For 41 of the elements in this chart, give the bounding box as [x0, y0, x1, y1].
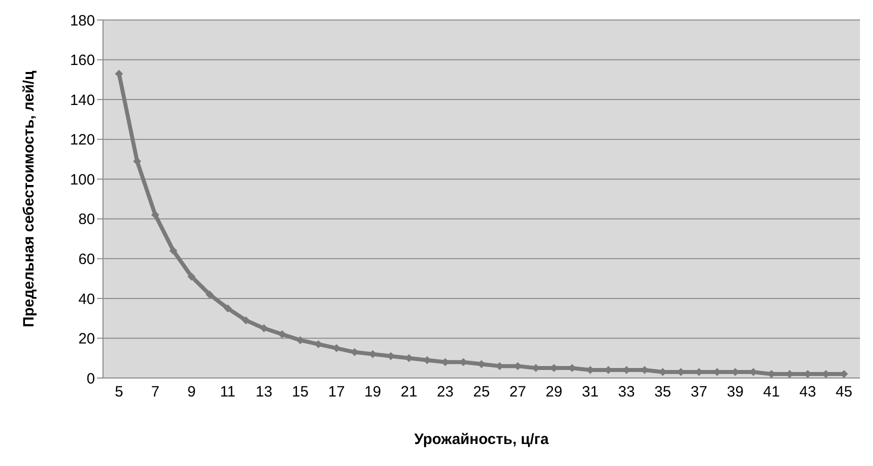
x-tick-label: 9: [187, 384, 196, 401]
y-tick-label: 160: [70, 52, 95, 70]
x-tick-label: 41: [763, 384, 780, 401]
x-tick-label: 17: [328, 384, 345, 401]
x-tick-label: 7: [151, 384, 160, 401]
x-tick-label: 5: [114, 384, 124, 401]
point: [206, 290, 214, 298]
x-tick-label: 13: [256, 384, 272, 401]
x-tick-label: 15: [292, 384, 309, 401]
point: [242, 316, 250, 324]
y-tick-label: 40: [78, 290, 95, 308]
x-tick-label: 21: [400, 384, 418, 401]
x-tick-label: 27: [509, 384, 526, 401]
y-tick-label: 20: [78, 330, 95, 348]
x-tick-label: 11: [220, 384, 236, 401]
y-tick-label: 140: [70, 92, 95, 109]
point: [224, 304, 232, 312]
x-tick-label: 35: [654, 384, 672, 401]
x-tick-label: 43: [799, 384, 816, 401]
x-tick-label: 37: [690, 384, 708, 401]
y-tick-label: 80: [78, 211, 95, 228]
point: [169, 246, 178, 255]
y-tick-label: 0: [86, 370, 95, 388]
y-tick-label: 60: [78, 250, 95, 268]
point: [188, 272, 196, 281]
x-axis-title: Урожайность, ц/га: [414, 431, 550, 448]
x-tick-label: 31: [582, 384, 599, 401]
x-tick-label: 45: [836, 384, 852, 401]
y-tick-label: 100: [70, 171, 95, 188]
x-tick-label: 33: [618, 384, 635, 401]
x-tick-label: 29: [546, 384, 562, 401]
point: [278, 330, 286, 338]
y-axis-title: Предельная себестоимость, лей/ц: [20, 70, 38, 328]
y-tick-label: 180: [70, 12, 95, 30]
x-tick-label: 39: [726, 384, 744, 401]
x-tick-label: 19: [364, 384, 382, 401]
point: [260, 324, 268, 332]
y-tick-label: 120: [70, 132, 95, 149]
x-tick-label: 25: [473, 384, 490, 401]
x-tick-label: 23: [436, 384, 454, 401]
point: [151, 210, 160, 219]
